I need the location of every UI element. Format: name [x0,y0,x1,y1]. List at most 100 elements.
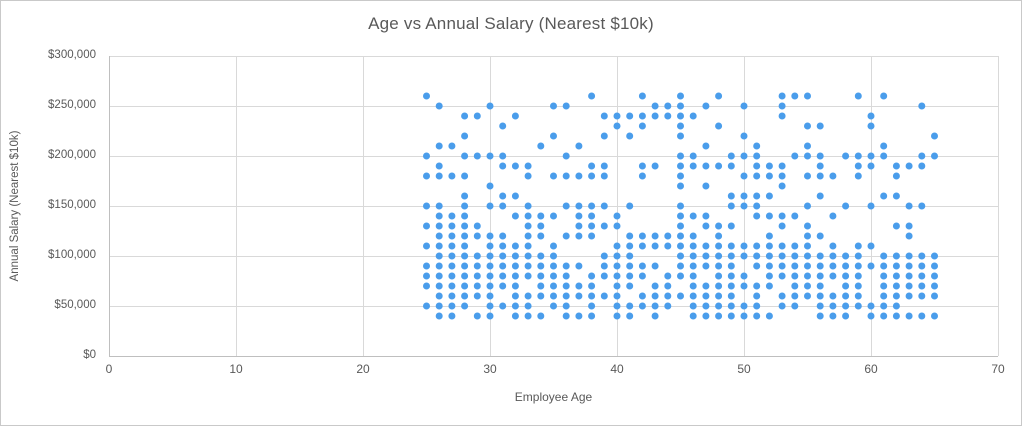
data-point [461,192,469,200]
data-point [575,172,583,180]
data-point [575,212,583,220]
data-point [626,112,634,120]
data-point [486,282,494,290]
data-point [423,202,430,210]
data-point [638,292,646,300]
data-point [461,172,469,180]
data-point [689,212,697,220]
y-axis-title: Annual Salary (Nearest $10k) [9,130,21,282]
data-point [753,142,761,150]
data-point [753,242,761,250]
data-point [727,162,735,170]
data-point [677,222,684,230]
data-point [740,252,748,260]
data-point [588,282,596,290]
data-point [689,272,697,280]
data-point [918,152,926,160]
data-point [740,172,748,180]
data-point [588,162,596,170]
data-point [778,172,786,180]
data-point [499,162,507,170]
data-point [931,282,938,290]
data-point [677,162,684,170]
data-point [867,262,875,270]
data-point [778,262,786,270]
data-point [473,112,481,120]
data-point [867,162,875,170]
data-point [588,212,596,220]
data-point [715,312,723,320]
data-point [448,302,456,310]
data-point [562,312,570,320]
data-point [550,292,557,300]
data-point [816,302,824,310]
data-point [791,282,799,290]
data-point [892,192,900,200]
data-point [435,162,443,170]
data-point [677,292,684,300]
data-point [562,152,570,160]
data-point [791,302,799,310]
data-point [778,302,786,310]
data-point [537,292,545,300]
data-point [486,202,494,210]
data-point [778,272,786,280]
data-point [651,312,659,320]
data-point [892,302,900,310]
y-tick-label: $50,000 [54,299,96,311]
data-point [435,232,443,240]
data-point [727,262,735,270]
data-point [486,182,494,190]
data-point [550,252,557,260]
data-point [486,242,494,250]
data-point [829,272,837,280]
data-point [499,152,507,160]
data-point [664,282,672,290]
data-point [448,312,456,320]
data-point [854,272,862,280]
data-point [880,192,888,200]
data-point [829,262,837,270]
data-point [562,302,570,310]
data-point [854,252,862,260]
data-point [816,262,824,270]
data-point [804,172,811,180]
data-point [562,292,570,300]
data-point [842,302,850,310]
data-point [613,212,621,220]
data-point [778,222,786,230]
data-point [677,252,684,260]
data-point [638,262,646,270]
data-point [638,122,646,130]
data-point [727,272,735,280]
data-point [905,282,913,290]
data-point [842,292,850,300]
data-point [651,162,659,170]
data-point [892,312,900,320]
data-point [461,252,469,260]
data-point [689,162,697,170]
data-point [689,262,697,270]
data-point [448,212,456,220]
data-point [613,292,621,300]
data-point [651,242,659,250]
data-point [511,252,519,260]
data-point [499,122,507,130]
data-point [753,192,761,200]
y-tick-label: $300,000 [48,49,96,61]
data-point [499,192,507,200]
data-point [753,212,761,220]
data-point [740,152,748,160]
data-point [905,252,913,260]
data-point [435,242,443,250]
data-point [638,272,646,280]
data-point [448,222,456,230]
data-point [613,262,621,270]
data-point [600,252,608,260]
data-point [715,242,723,250]
x-tick-label: 50 [737,362,751,376]
data-point [905,232,913,240]
data-point [486,272,494,280]
data-point [689,232,697,240]
